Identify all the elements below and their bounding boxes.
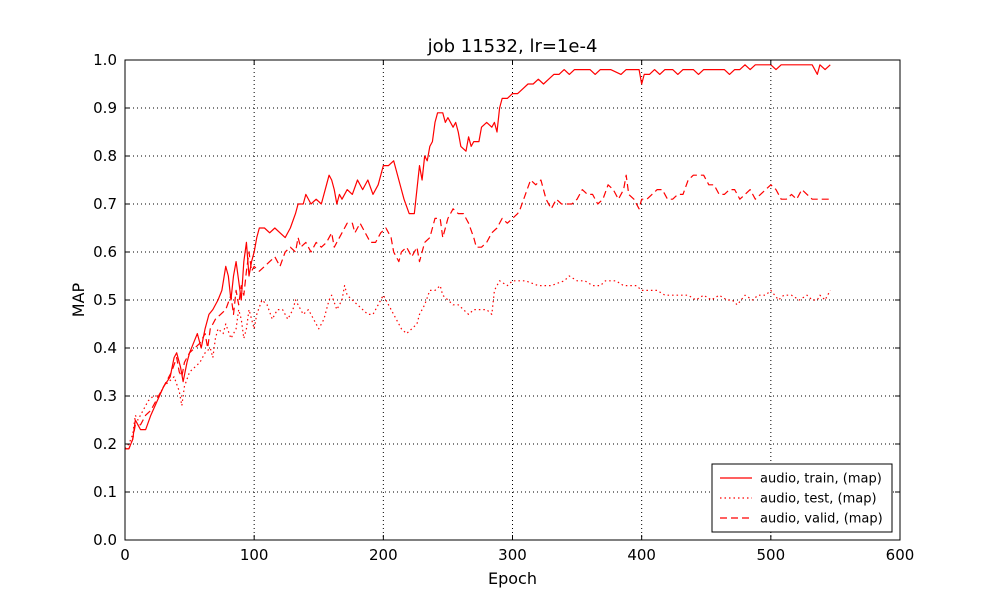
y-axis-title: MAP bbox=[69, 282, 88, 317]
x-tick-label: 0 bbox=[120, 546, 130, 564]
x-tick-label: 300 bbox=[498, 546, 527, 564]
legend-box bbox=[711, 463, 893, 533]
y-tick-label: 0.2 bbox=[93, 435, 117, 453]
y-tick-label: 0.5 bbox=[93, 291, 117, 309]
legend-label: audio, test, (map) bbox=[760, 492, 877, 507]
y-tick-label: 0.9 bbox=[93, 99, 117, 117]
y-tick-label: 0.1 bbox=[93, 483, 117, 501]
x-tick-label: 500 bbox=[757, 546, 786, 564]
y-tick-label: 0.8 bbox=[93, 147, 117, 165]
y-tick-label: 0.0 bbox=[93, 531, 117, 549]
chart-title: job 11532, lr=1e-4 bbox=[427, 36, 598, 57]
x-tick-label: 400 bbox=[627, 546, 656, 564]
y-tick-label: 0.6 bbox=[93, 243, 117, 261]
series-line-dashed bbox=[125, 174, 831, 450]
x-tick-label: 200 bbox=[369, 546, 398, 564]
legend-label: audio, train, (map) bbox=[760, 472, 882, 487]
y-tick-label: 0.4 bbox=[93, 339, 117, 357]
y-tick-label: 1.0 bbox=[93, 51, 117, 69]
x-tick-label: 100 bbox=[240, 546, 269, 564]
legend: audio, train, (map) audio, test, (map) aud… bbox=[711, 463, 893, 533]
y-tick-label: 0.3 bbox=[93, 387, 117, 405]
y-tick-label: 0.7 bbox=[93, 195, 117, 213]
series-line-solid bbox=[125, 64, 831, 450]
series-line-dotted bbox=[124, 275, 831, 450]
grid-layer bbox=[125, 60, 900, 540]
x-axis-title: Epoch bbox=[488, 569, 537, 588]
tick-layer: 0 100 200 300 400 500 600 0.0 0.1 0.2 0.3 0.4 0.5 0.6… bbox=[93, 51, 914, 564]
x-tick-label: 600 bbox=[886, 546, 915, 564]
series-layer bbox=[124, 64, 831, 450]
legend-label: audio, valid, (map) bbox=[760, 512, 883, 527]
